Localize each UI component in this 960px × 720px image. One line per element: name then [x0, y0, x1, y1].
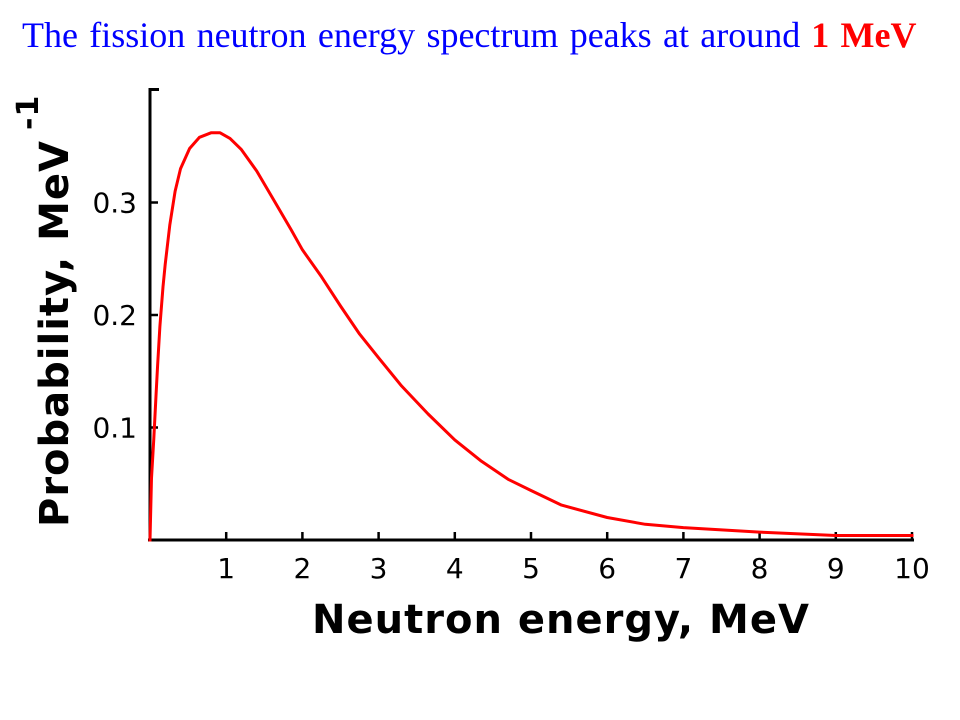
- y-axis-title: Probability, MeV -1: [11, 95, 78, 527]
- heading-highlight: 1 MeV: [811, 15, 916, 55]
- y-tick-label: 0.1: [92, 412, 137, 445]
- x-tick-label: 3: [370, 552, 388, 585]
- y-axis-title-text: Probability, MeV: [32, 140, 78, 527]
- x-tick-label: 1: [217, 552, 235, 585]
- series-line: [148, 131, 914, 542]
- chart: 1 2 3 4 5 6 7 8 9 10 0.1 0.2 0.3 Neutron energy, MeV…: [11, 88, 930, 643]
- x-tick-label: 10: [894, 552, 930, 585]
- x-tick-label: 6: [598, 552, 616, 585]
- x-tick-label: 8: [751, 552, 769, 585]
- heading-text: The fission neutron energy spectrum peak…: [22, 15, 800, 55]
- y-axis-title-exponent: -1: [11, 95, 46, 130]
- x-tick-label: 2: [293, 552, 311, 585]
- x-tick-label: 9: [827, 552, 845, 585]
- slide-heading: The fission neutron energy spectrum peak…: [22, 15, 916, 55]
- x-tick-label: 4: [446, 552, 464, 585]
- x-axis-title: Neutron energy, MeV: [312, 597, 810, 643]
- y-tick-label: 0.2: [92, 299, 137, 332]
- x-tick-label: 7: [674, 552, 692, 585]
- y-tick-label: 0.3: [92, 187, 137, 220]
- tick-labels: 1 2 3 4 5 6 7 8 9 10 0.1 0.2 0.3: [92, 187, 929, 586]
- x-tick-label: 5: [522, 552, 540, 585]
